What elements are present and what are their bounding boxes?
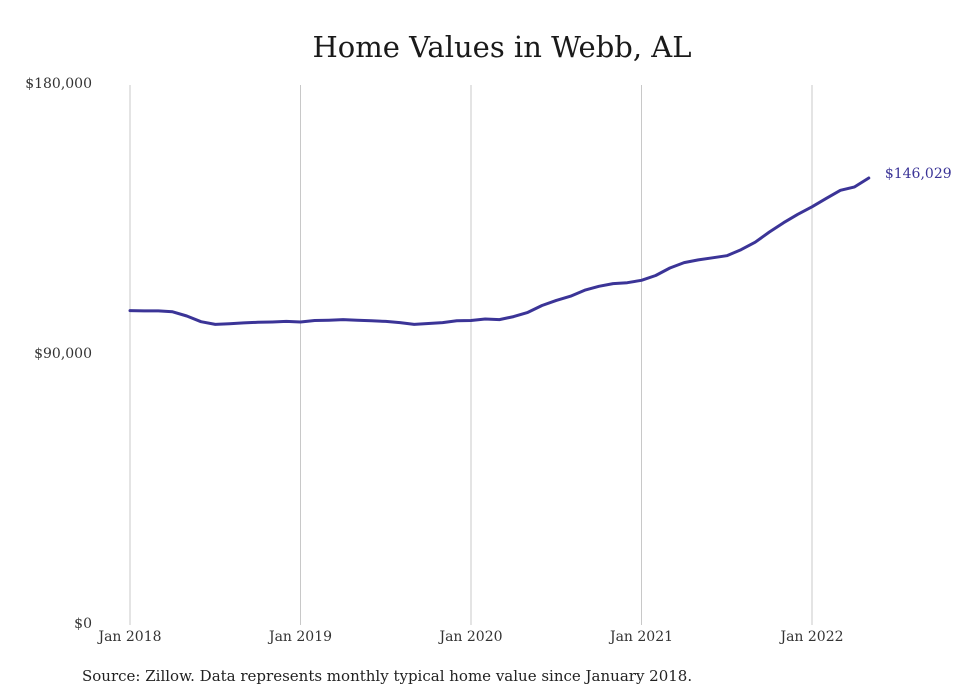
x-tick-label: Jan 2018 xyxy=(96,629,161,645)
series-lines: $146,029 xyxy=(128,166,952,326)
chart-title: Home Values in Webb, AL xyxy=(312,30,692,64)
x-tick-label: Jan 2022 xyxy=(778,629,843,645)
x-tick-label: Jan 2019 xyxy=(267,629,332,645)
end-value-label: $146,029 xyxy=(885,166,952,182)
grid-lines xyxy=(129,85,813,625)
series-line-0 xyxy=(128,176,871,326)
y-axis-ticks: $0 $90,000 $180,000 xyxy=(25,76,92,632)
y-tick-label: $0 xyxy=(74,616,92,632)
y-tick-label: $90,000 xyxy=(34,346,92,362)
x-tick-label: Jan 2020 xyxy=(437,629,502,645)
x-axis-ticks: Jan 2018 Jan 2019 Jan 2020 Jan 2021 Jan 2022 xyxy=(96,629,843,645)
y-tick-label: $180,000 xyxy=(25,76,92,92)
source-note: Source: Zillow. Data represents monthly … xyxy=(82,667,693,685)
x-tick-label: Jan 2021 xyxy=(608,629,673,645)
